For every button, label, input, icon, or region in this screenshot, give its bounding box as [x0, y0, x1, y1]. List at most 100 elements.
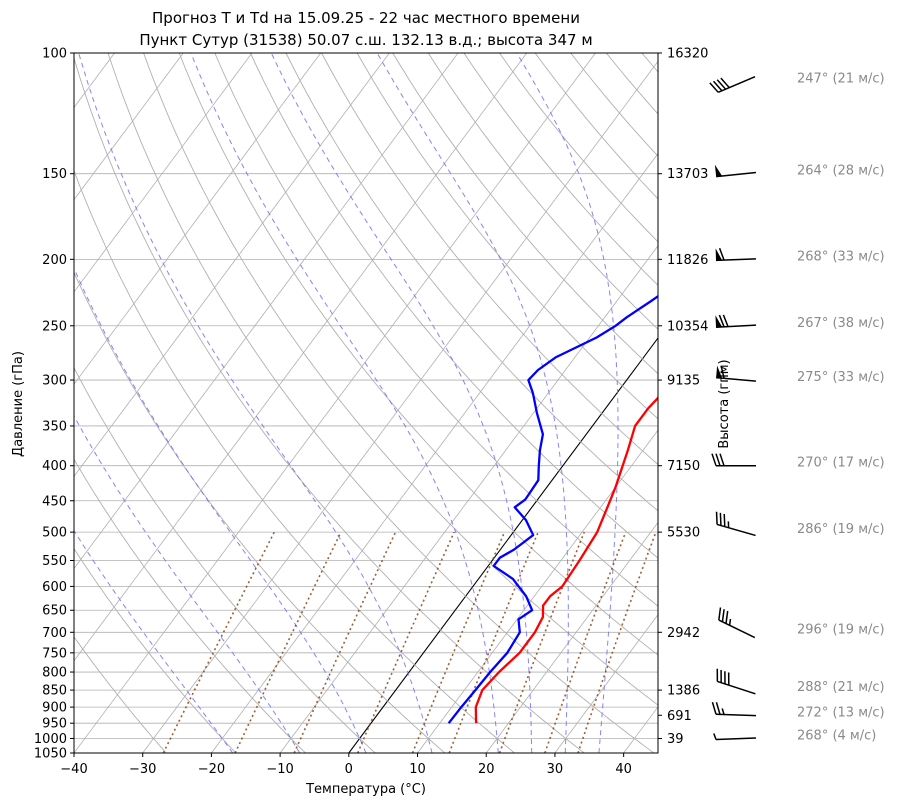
dewpoint-profile-line — [447, 294, 658, 724]
wind-barb-staff — [715, 258, 757, 262]
wind-barb-half — [721, 708, 725, 715]
dry-adiabat-line — [392, 53, 658, 375]
mixing-ratio-line — [498, 531, 586, 753]
wind-barb-full — [718, 247, 725, 261]
height-tick-label: 5530 — [667, 526, 700, 541]
mixing-ratio-line — [411, 531, 506, 753]
height-tick-label: 11826 — [667, 253, 708, 268]
dry-adiabat-line — [249, 53, 658, 559]
wind-barb-full — [723, 513, 726, 527]
height-tick-label: 10354 — [667, 319, 708, 334]
wind-barb-full — [719, 453, 725, 466]
wind-barb-flag — [714, 164, 723, 177]
wind-label: 267° (38 м/с) — [797, 316, 885, 331]
mixing-ratio-line — [356, 531, 455, 753]
x-axis-label: Температура (°C) — [305, 782, 426, 797]
y-tick-label: 500 — [42, 526, 67, 541]
dry-adiabat-line — [499, 53, 658, 243]
y-tick-label: 400 — [42, 459, 67, 474]
wind-barb — [716, 668, 756, 695]
wind-barb-full — [715, 511, 718, 525]
height-tick-label: 7150 — [667, 459, 700, 474]
dry-adiabat-line — [749, 53, 900, 753]
wind-barb — [709, 75, 756, 94]
x-tick-label: 10 — [409, 762, 426, 777]
isotherm-line — [74, 53, 184, 201]
isotherm-line — [74, 53, 528, 662]
isotherm-line — [74, 53, 459, 570]
wind-barb-full — [721, 609, 725, 622]
wind-label: 288° (21 м/с) — [797, 680, 885, 695]
wind-barb-staff — [715, 324, 757, 328]
wind-barb-full — [720, 365, 725, 379]
dry-adiabat-line — [74, 271, 446, 753]
dry-adiabat-line — [677, 53, 900, 753]
wind-barb-full — [719, 512, 722, 526]
isotherm-line — [211, 152, 658, 753]
moist-adiabat-line — [270, 53, 533, 753]
wind-barb — [715, 314, 757, 328]
isotherm-line — [761, 53, 900, 753]
y-tick-label: 350 — [42, 419, 67, 434]
wind-barb-staff — [718, 619, 756, 639]
chart-title-line2: Пункт Сутур (31538) 50.07 с.ш. 132.13 в.… — [139, 31, 592, 49]
dry-adiabat-line — [713, 53, 900, 753]
dry-adiabat-line — [74, 366, 376, 753]
mixing-ratio-line — [293, 531, 397, 753]
y-tick-label: 600 — [42, 580, 67, 595]
dry-adiabat-line — [214, 53, 658, 607]
axes: −40 −30 −20 −10 0 10 20 30 40 100 150 200 250 300 350 4… — [34, 47, 708, 778]
wind-barb-staff — [715, 713, 757, 717]
dry-adiabat-line — [321, 53, 658, 466]
wind-barb-flag — [715, 248, 723, 261]
wind-barb-full — [716, 79, 727, 90]
wind-barb-full — [718, 314, 725, 328]
y-tick-label: 250 — [42, 319, 67, 334]
wind-barb-staff — [716, 171, 757, 178]
wind-barb-staff — [716, 523, 756, 537]
wind-label: 268° (4 м/с) — [797, 728, 876, 743]
wind-barb — [714, 164, 757, 178]
wind-label: 286° (19 м/с) — [797, 522, 885, 537]
wind-label: 296° (19 м/с) — [797, 622, 885, 637]
mixing-ratio-line — [234, 531, 342, 753]
y-tick-label: 750 — [42, 646, 67, 661]
isotherm-line — [74, 53, 253, 293]
wind-label: 264° (28 м/с) — [797, 164, 885, 179]
isotherm-line — [623, 706, 658, 753]
mixing-ratio-line — [544, 531, 627, 753]
plot-area — [74, 53, 900, 753]
wind-label: 272° (13 м/с) — [797, 705, 885, 720]
isotherm-line — [417, 429, 658, 753]
height-tick-label: 2942 — [667, 626, 700, 641]
dry-adiabat-line — [463, 53, 658, 286]
y-tick-label: 550 — [42, 554, 67, 569]
chart-title-line1: Прогноз T и Td на 15.09.25 - 22 час мест… — [152, 9, 580, 27]
isotherm-line — [74, 53, 390, 478]
wind-barb — [713, 733, 757, 741]
y-tick-label: 800 — [42, 666, 67, 681]
dry-adiabat-line — [178, 53, 658, 656]
height-tick-label: 13703 — [667, 167, 708, 182]
temperature-profile-line — [474, 396, 658, 724]
height-tick-label: 39 — [667, 732, 684, 747]
dry-adiabat-line — [427, 53, 658, 330]
dry-adiabat-line — [356, 53, 658, 420]
wind-label: 247° (21 м/с) — [797, 71, 885, 86]
height-tick-label: 691 — [667, 709, 692, 724]
y-axis-right-label: Высота (гпм) — [717, 359, 732, 448]
x-tick-label: 40 — [615, 762, 632, 777]
y-tick-label: 700 — [42, 626, 67, 641]
wind-barb — [711, 701, 757, 717]
wind-barb-staff — [716, 376, 757, 382]
wind-label: 268° (33 м/с) — [797, 249, 885, 264]
wind-barb-full — [722, 314, 729, 327]
x-tick-label: 20 — [478, 762, 495, 777]
x-tick-label: −20 — [198, 762, 225, 777]
wind-barb-full — [715, 453, 721, 466]
wind-barb-full — [718, 607, 722, 621]
plot-frame — [73, 52, 659, 754]
height-tick-label: 1386 — [667, 684, 700, 699]
x-tick-label: 30 — [547, 762, 564, 777]
wind-barb-staff — [717, 75, 756, 94]
